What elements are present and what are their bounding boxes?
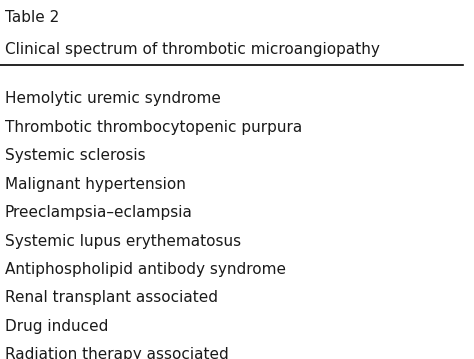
Text: Renal transplant associated: Renal transplant associated: [5, 290, 218, 306]
Text: Table 2: Table 2: [5, 10, 59, 25]
Text: Clinical spectrum of thrombotic microangiopathy: Clinical spectrum of thrombotic microang…: [5, 42, 380, 57]
Text: Antiphospholipid antibody syndrome: Antiphospholipid antibody syndrome: [5, 262, 286, 277]
Text: Malignant hypertension: Malignant hypertension: [5, 177, 185, 192]
Text: Preeclampsia–eclampsia: Preeclampsia–eclampsia: [5, 205, 192, 220]
Text: Drug induced: Drug induced: [5, 319, 108, 334]
Text: Systemic sclerosis: Systemic sclerosis: [5, 148, 145, 163]
Text: Radiation therapy associated: Radiation therapy associated: [5, 347, 228, 359]
Text: Thrombotic thrombocytopenic purpura: Thrombotic thrombocytopenic purpura: [5, 120, 302, 135]
Text: Systemic lupus erythematosus: Systemic lupus erythematosus: [5, 233, 241, 248]
Text: Hemolytic uremic syndrome: Hemolytic uremic syndrome: [5, 92, 220, 107]
